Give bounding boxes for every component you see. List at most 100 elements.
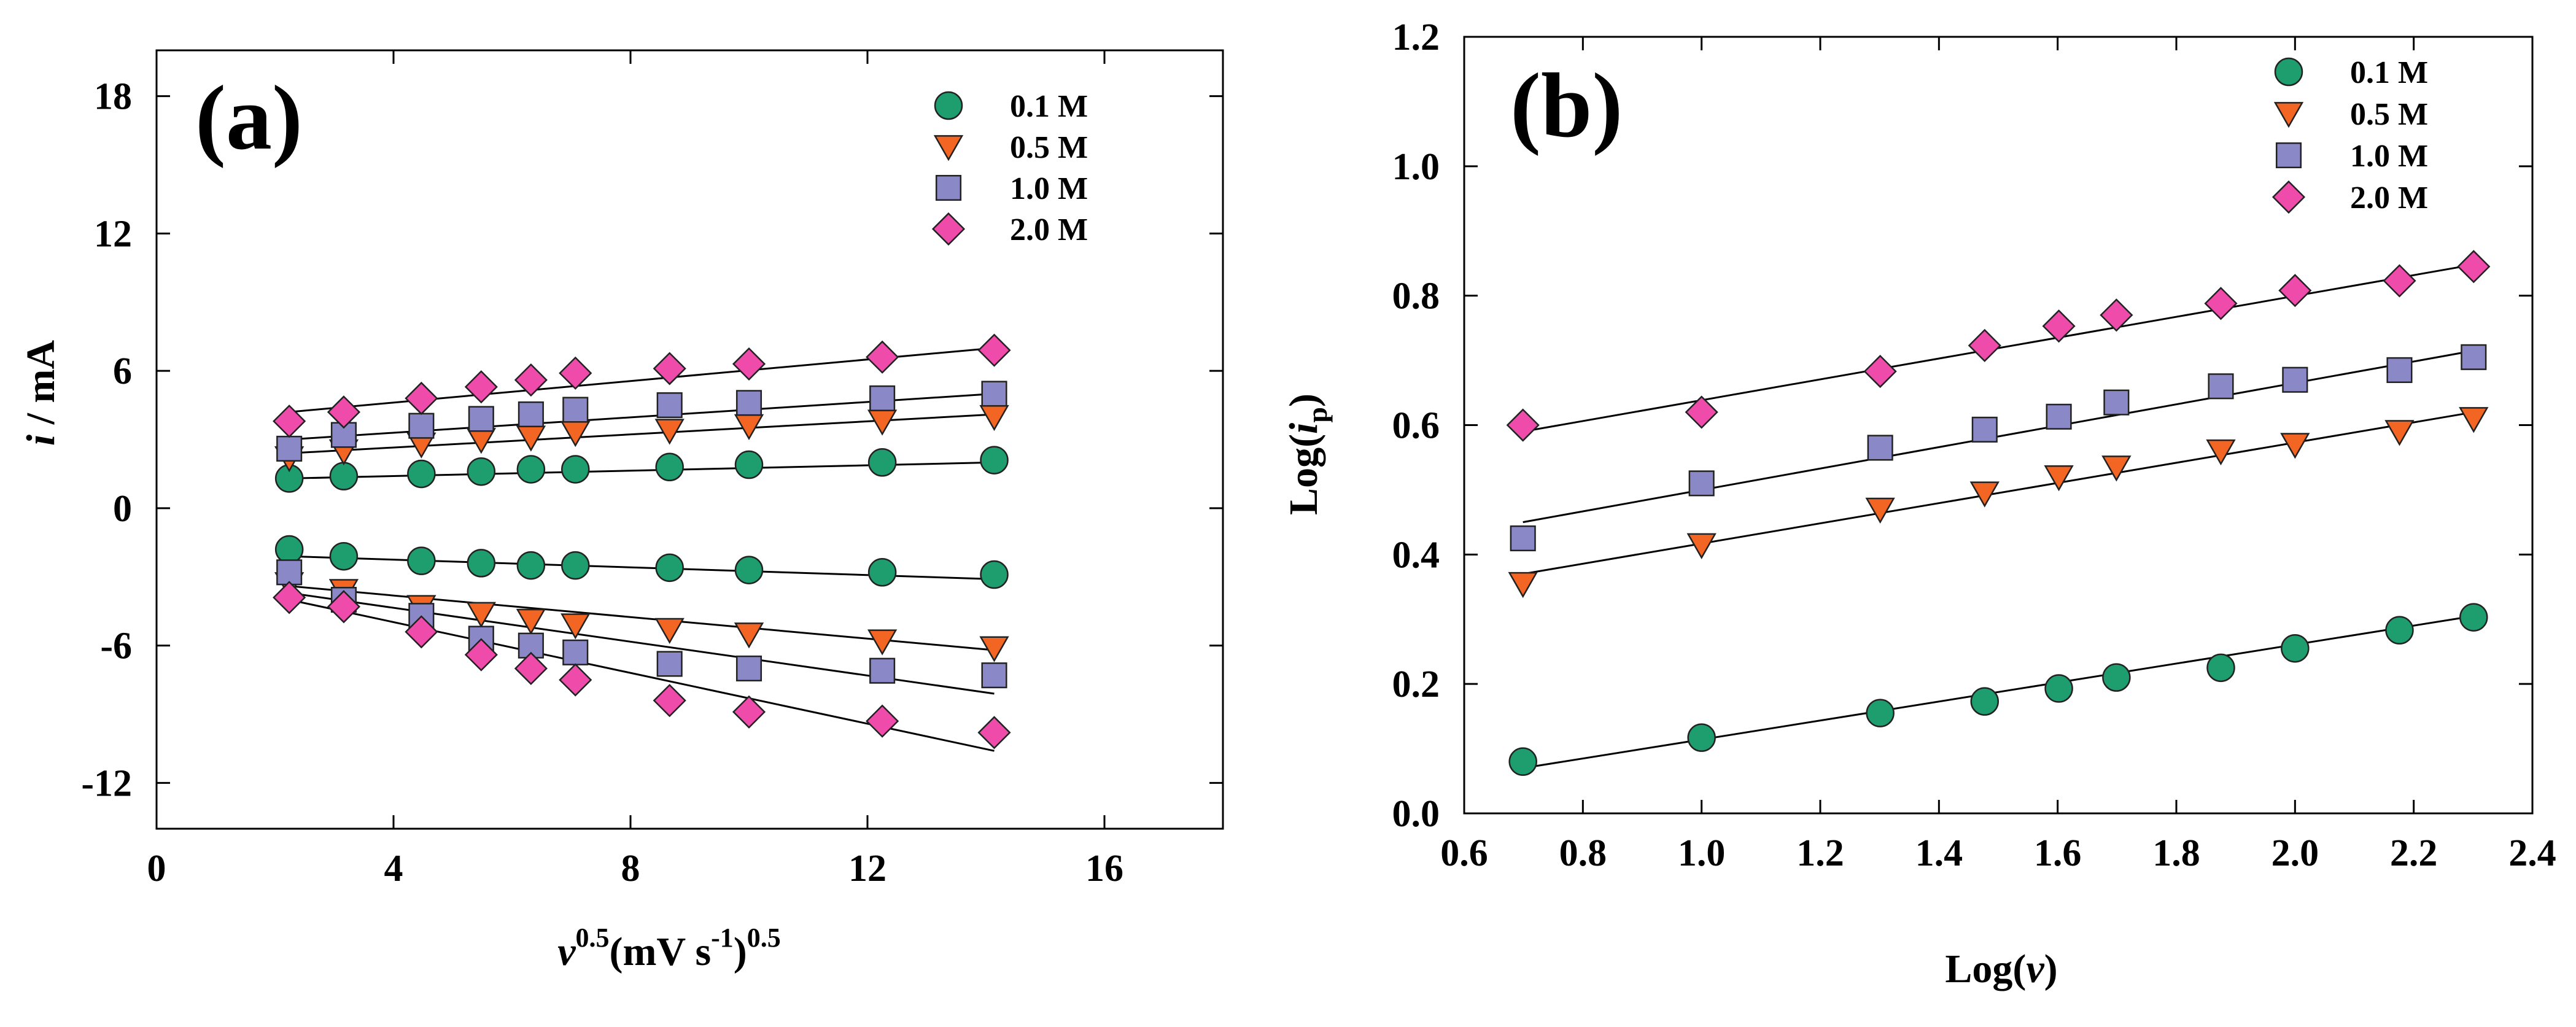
panel-a-point-1.0M-anodic bbox=[735, 390, 762, 416]
panel-b-fit-line-1.0M bbox=[1523, 349, 2474, 524]
panel-a-point-1.0M-anodic bbox=[468, 406, 494, 432]
panel-b-point-0.5M bbox=[1865, 497, 1895, 524]
panel-b-ytick-label: 0.4 bbox=[1392, 534, 1440, 576]
panel-b-xtick-label: 1.2 bbox=[1796, 832, 1844, 874]
panel-a-ytick-label: -12 bbox=[81, 762, 132, 804]
panel-b-point-2.0M bbox=[2100, 298, 2133, 332]
panel-b-legend-label: 0.5 M bbox=[2350, 97, 2428, 132]
panel-b-xtick-label: 1.6 bbox=[2034, 832, 2082, 874]
panel-a-point-0.1M-anodic bbox=[467, 457, 496, 486]
panel-b-label: (b) bbox=[1510, 55, 1623, 157]
panel-a-ytick-label: 6 bbox=[113, 351, 132, 392]
panel-b-point-1.0M bbox=[1867, 435, 1893, 461]
panel-b-point-0.1M bbox=[2281, 634, 2310, 663]
panel-a-point-2.0M-anodic bbox=[866, 340, 899, 374]
panel-a-point-1.0M-cathodic bbox=[562, 639, 589, 665]
panel-a-point-2.0M-cathodic bbox=[559, 663, 592, 697]
panel-a-point-0.5M-anodic bbox=[867, 409, 898, 436]
panel-a-point-2.0M-anodic bbox=[977, 333, 1011, 367]
panel-a-xtick-label: 8 bbox=[621, 848, 640, 889]
panel-b-ytick-label: 1.0 bbox=[1392, 146, 1440, 188]
panel-b-point-2.0M bbox=[2457, 250, 2491, 284]
panel-a-ytick-label: -6 bbox=[100, 626, 132, 667]
panel-a-point-1.0M-anodic bbox=[408, 413, 435, 439]
panel-b-point-0.1M bbox=[1687, 723, 1716, 752]
panel-a-point-1.0M-cathodic bbox=[735, 655, 762, 681]
panel-a-point-0.5M-anodic bbox=[979, 405, 1009, 432]
panel-a-point-2.0M-cathodic bbox=[405, 615, 438, 649]
panel-b-point-1.0M bbox=[2461, 344, 2487, 370]
panel-a-point-2.0M-anodic bbox=[732, 347, 766, 381]
panel-b-point-2.0M bbox=[1506, 408, 1540, 442]
panel-b-xtick-label: 0.6 bbox=[1440, 832, 1488, 874]
panel-a-point-0.1M-anodic bbox=[561, 455, 590, 484]
panel-b-legend-marker-0.5M bbox=[2273, 102, 2304, 128]
panel-a-ytick-label: 18 bbox=[94, 76, 132, 118]
panel-a-point-2.0M-cathodic bbox=[514, 651, 548, 686]
panel-a-point-0.1M-cathodic bbox=[980, 560, 1009, 589]
panel-b-point-1.0M bbox=[2046, 403, 2072, 430]
panel-b-markers bbox=[1506, 250, 2491, 776]
panel-b-point-0.5M bbox=[2101, 455, 2132, 482]
panel-a-point-1.0M-anodic bbox=[562, 397, 589, 423]
panel-b-ytick-label: 0.8 bbox=[1392, 276, 1440, 317]
panel-b-xlabel: Log(ν) bbox=[1945, 947, 2057, 991]
panel-b-ytick-label: 0.0 bbox=[1392, 793, 1440, 835]
panel-b-point-0.5M bbox=[1686, 533, 1717, 559]
panel-b-point-0.5M bbox=[2280, 433, 2310, 459]
panel-b-xtick-label: 1.0 bbox=[1678, 832, 1726, 874]
panel-b-point-0.1M bbox=[2044, 674, 2073, 703]
panel-a-point-0.5M-cathodic bbox=[654, 618, 685, 644]
panel-b-xtick-label: 1.8 bbox=[2152, 832, 2200, 874]
panel-b-ticks: 0.6 0.8 1.0 1.2 1.4 1.6 1.8 2.0 2.2 2.4 0.0 0.2 0.4 0… bbox=[1392, 17, 2556, 874]
panel-a-point-0.5M-cathodic bbox=[734, 622, 764, 649]
panel-a-xlabel: ν0.5(mV s-1)0.5 bbox=[557, 923, 781, 974]
panel-a-point-2.0M-anodic bbox=[514, 363, 548, 397]
panel-a-point-1.0M-anodic bbox=[981, 381, 1007, 407]
panel-a-point-2.0M-anodic bbox=[327, 395, 361, 429]
panel-b-point-2.0M bbox=[1968, 328, 2001, 362]
panel-a-point-0.1M-cathodic bbox=[655, 553, 684, 583]
panel-b-point-0.1M bbox=[2459, 603, 2488, 632]
panel-a-point-0.1M-anodic bbox=[980, 446, 1009, 475]
panel-a-point-0.5M-anodic bbox=[561, 420, 591, 448]
panel-b-point-2.0M bbox=[1685, 395, 1718, 429]
panel-a-xtick-label: 4 bbox=[384, 848, 403, 889]
panel-a-legend-marker-0.1M bbox=[934, 91, 963, 120]
panel-a-point-2.0M-anodic bbox=[653, 352, 686, 386]
panel-a-xtick-label: 12 bbox=[848, 848, 886, 889]
panel-b: 0.6 0.8 1.0 1.2 1.4 1.6 1.8 2.0 2.2 2.4 0.0 0.2 0.4 0… bbox=[1281, 17, 2556, 991]
panel-a-legend-label: 2.0 M bbox=[1010, 212, 1088, 247]
panel-b-point-0.5M bbox=[2206, 439, 2236, 466]
panel-b-ytick-label: 1.2 bbox=[1392, 17, 1440, 58]
panel-a-point-2.0M-anodic bbox=[405, 381, 438, 415]
panel-b-legend-marker-1.0M bbox=[2275, 142, 2302, 169]
panel-a-xtick-label: 0 bbox=[147, 848, 166, 889]
panel-a-label: (a) bbox=[195, 67, 303, 169]
panel-a-point-1.0M-anodic bbox=[869, 385, 896, 411]
panel-b-point-2.0M bbox=[2204, 287, 2238, 320]
panel-b-ytick-label: 0.2 bbox=[1392, 664, 1440, 705]
panel-a-xtick-label: 16 bbox=[1085, 848, 1123, 889]
panel-b-ylabel: Log(ip) bbox=[1281, 393, 1333, 515]
panel-b-point-1.0M bbox=[1510, 525, 1536, 552]
panel-a-point-0.5M-cathodic bbox=[979, 636, 1009, 662]
panel-a-point-0.1M-cathodic bbox=[867, 558, 897, 587]
panel-a-point-0.1M-cathodic bbox=[734, 556, 764, 584]
panel-b-point-0.1M bbox=[1970, 687, 2000, 716]
panel-a-frame bbox=[155, 49, 1224, 830]
panel-a-point-0.5M-cathodic bbox=[561, 613, 591, 640]
panel-a-point-0.1M-anodic bbox=[867, 448, 897, 477]
panel-b-point-0.1M bbox=[1866, 699, 1895, 727]
panel-b-point-0.1M bbox=[2102, 663, 2131, 692]
panel-b-fit-line-0.1M bbox=[1523, 614, 2474, 769]
panel-b-point-1.0M bbox=[2208, 373, 2234, 400]
panel-a-point-0.1M-anodic bbox=[734, 450, 764, 479]
panel-b-point-1.0M bbox=[1971, 416, 1998, 443]
panel-b-point-1.0M bbox=[2282, 366, 2308, 393]
panel-a-point-1.0M-cathodic bbox=[276, 559, 303, 586]
panel-a-legend-label: 0.5 M bbox=[1010, 130, 1088, 165]
panel-a-point-0.5M-cathodic bbox=[516, 608, 546, 635]
panel-a-legend-marker-2.0M bbox=[931, 212, 966, 246]
panel-b-xtick-label: 1.4 bbox=[1915, 832, 1963, 874]
